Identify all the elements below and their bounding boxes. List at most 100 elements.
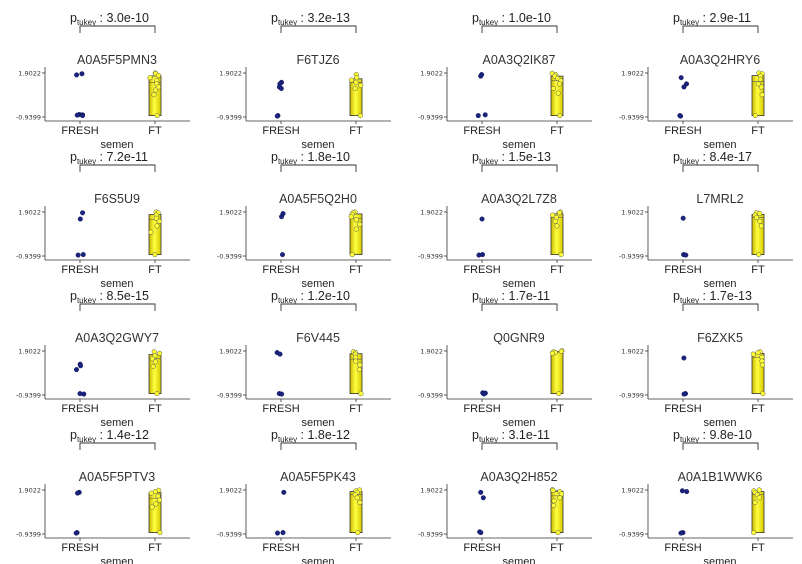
fresh-point xyxy=(280,252,286,258)
x-axis-label: semen xyxy=(100,278,133,290)
fresh-point xyxy=(476,252,482,258)
y-tick-label: -0.9399 xyxy=(418,113,443,121)
ft-point xyxy=(556,391,562,397)
p-subscript: tukey xyxy=(680,18,699,27)
ft-point xyxy=(150,363,156,370)
panel-title: F6V445 xyxy=(296,331,340,345)
y-tick-label: -0.9399 xyxy=(217,252,242,260)
p-symbol: p xyxy=(673,289,680,303)
significance-bracket xyxy=(481,442,558,450)
ft-point xyxy=(757,218,763,224)
ft-point xyxy=(348,214,354,220)
ft-point xyxy=(752,113,758,119)
significance-bracket xyxy=(280,164,357,172)
y-tick-label: -0.9399 xyxy=(16,252,41,260)
panel-f6tjz6: ptukey : 3.2e-13 F6TJZ6 1.9022 -0.9399 FRESH… xyxy=(201,0,401,151)
p-value: : 1.5e-13 xyxy=(498,150,551,164)
p-subscript: tukey xyxy=(278,157,297,166)
y-tick-label: 1.9022 xyxy=(18,486,41,494)
panel-svg: ptukey : 3.0e-10 A0A5F5PMN3 1.9022 -0.9399 F… xyxy=(16,11,190,151)
y-tick-label: -0.9399 xyxy=(619,530,644,538)
x-tick-label: FRESH xyxy=(664,403,701,415)
x-tick-label: FRESH xyxy=(463,542,500,554)
fresh-point xyxy=(480,495,486,501)
x-axis-label: semen xyxy=(301,556,334,564)
ft-point xyxy=(753,214,760,221)
y-tick-label: -0.9399 xyxy=(217,530,242,538)
x-tick-label: FRESH xyxy=(61,542,98,554)
ft-point xyxy=(156,497,162,503)
panel-title: A0A1B1WWK6 xyxy=(678,470,763,484)
x-axis-label: semen xyxy=(703,139,736,151)
ft-point xyxy=(149,504,155,510)
significance-bracket xyxy=(280,25,357,33)
fresh-point xyxy=(275,530,281,536)
x-tick-label: FT xyxy=(751,403,765,415)
x-tick-label: FT xyxy=(148,264,162,276)
ft-point xyxy=(755,81,761,87)
ft-point xyxy=(354,75,360,81)
x-axis-label: semen xyxy=(301,417,334,429)
p-value: : 7.2e-11 xyxy=(96,150,148,164)
ft-point xyxy=(757,76,763,82)
p-subscript: tukey xyxy=(77,157,96,166)
ft-point xyxy=(148,490,154,496)
ft-point xyxy=(152,359,158,365)
p-subscript: tukey xyxy=(77,435,96,444)
x-tick-label: FRESH xyxy=(664,264,701,276)
panel-svg: ptukey : 8.4e-17 L7MRL2 1.9022 -0.9399 FRESH… xyxy=(619,150,793,290)
p-value-label: ptukey : 1.8e-12 xyxy=(271,428,350,444)
panel-svg: ptukey : 1.0e-10 A0A3Q2IK87 1.9022 -0.9399 F… xyxy=(418,11,592,151)
ft-point xyxy=(557,113,563,119)
ft-point xyxy=(756,487,762,493)
panel-title: Q0GNR9 xyxy=(493,331,544,345)
x-axis-label: semen xyxy=(502,556,535,564)
p-subscript: tukey xyxy=(479,296,498,305)
fresh-point xyxy=(478,530,484,536)
p-value-label: ptukey : 7.2e-11 xyxy=(70,150,148,166)
p-subscript: tukey xyxy=(278,18,297,27)
panel-a0a5f5pmn3: ptukey : 3.0e-10 A0A5F5PMN3 1.9022 -0.9399 F… xyxy=(0,0,200,151)
x-tick-label: FRESH xyxy=(61,125,98,137)
x-tick-label: FT xyxy=(550,264,564,276)
p-value-label: ptukey : 9.8e-10 xyxy=(673,428,752,444)
p-value-label: ptukey : 2.9e-11 xyxy=(673,11,751,27)
y-tick-label: -0.9399 xyxy=(16,113,41,121)
panel-f6zxk5: ptukey : 1.7e-13 F6ZXK5 1.9022 -0.9399 FRESH… xyxy=(603,278,802,429)
y-tick-label: 1.9022 xyxy=(420,69,443,77)
x-tick-label: FT xyxy=(148,125,162,137)
y-tick-label: -0.9399 xyxy=(418,252,443,260)
x-tick-label: FT xyxy=(550,403,564,415)
ft-point xyxy=(151,92,157,98)
panel-title: A0A3Q2IK87 xyxy=(483,53,556,67)
x-axis-label: semen xyxy=(502,139,535,151)
ft-point xyxy=(352,85,358,92)
p-symbol: p xyxy=(472,150,479,164)
fresh-point xyxy=(681,84,687,90)
ft-point xyxy=(760,391,766,397)
y-tick-label: 1.9022 xyxy=(621,486,644,494)
x-axis-label: semen xyxy=(502,417,535,429)
y-tick-label: -0.9399 xyxy=(418,530,443,538)
ft-point xyxy=(551,498,557,504)
fresh-point xyxy=(78,363,84,369)
y-tick-label: 1.9022 xyxy=(621,69,644,77)
panel-title: F6ZXK5 xyxy=(697,331,743,345)
ft-point xyxy=(155,84,161,90)
panel-f6v445: ptukey : 1.2e-10 F6V445 1.9022 -0.9399 FRESH… xyxy=(201,278,401,429)
p-subscript: tukey xyxy=(479,18,498,27)
panel-svg: ptukey : 1.7e-11 Q0GNR9 1.9022 -0.9399 FRESH… xyxy=(418,289,592,429)
ft-point xyxy=(550,212,556,218)
significance-bracket xyxy=(682,303,759,311)
p-value: : 1.4e-12 xyxy=(96,428,149,442)
p-subscript: tukey xyxy=(680,157,699,166)
x-tick-label: FRESH xyxy=(262,542,299,554)
panel-svg: ptukey : 7.2e-11 F6S5U9 1.9022 -0.9399 FRESH… xyxy=(16,150,190,290)
p-symbol: p xyxy=(70,289,77,303)
significance-bracket xyxy=(481,164,558,172)
p-symbol: p xyxy=(271,289,278,303)
panel-l7mrl2: ptukey : 8.4e-17 L7MRL2 1.9022 -0.9399 FRESH… xyxy=(603,139,802,290)
p-value: : 1.7e-11 xyxy=(498,289,550,303)
ft-box xyxy=(550,351,564,395)
